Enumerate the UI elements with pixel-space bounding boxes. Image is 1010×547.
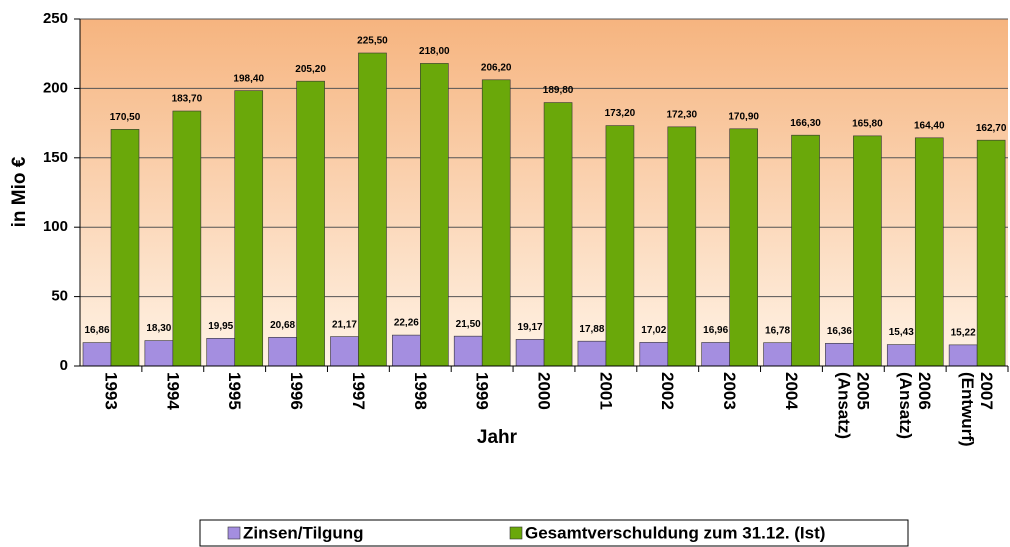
y-tick-label: 0: [60, 357, 68, 374]
bar: [234, 90, 264, 367]
bar: [144, 340, 174, 367]
bar: [729, 128, 758, 367]
bar: [110, 129, 140, 367]
bar: [358, 52, 387, 367]
value-label: 21,50: [456, 319, 481, 330]
legend-swatch: [509, 526, 523, 540]
bar: [577, 340, 607, 367]
value-label: 16,86: [84, 325, 109, 336]
y-tick-label: 200: [43, 79, 68, 96]
x-tick-label: 2001: [596, 372, 616, 410]
x-tick-label: 1997: [348, 372, 368, 410]
x-tick-label: 1998: [410, 372, 430, 410]
value-label: 18,30: [146, 323, 171, 334]
x-tick-label: 2002: [658, 372, 678, 410]
value-label: 164,40: [914, 120, 945, 131]
bar: [639, 342, 669, 367]
bar: [420, 63, 449, 367]
bar: [268, 336, 297, 367]
value-label: 19,17: [518, 322, 543, 333]
value-label: 16,36: [827, 326, 852, 337]
y-tick-label: 150: [43, 149, 68, 166]
bar: [605, 125, 635, 367]
value-label: 15,22: [951, 328, 976, 339]
value-label: 205,20: [295, 64, 326, 75]
value-label: 173,20: [605, 108, 636, 119]
x-tick-label: 2006 (Ansatz): [896, 372, 935, 440]
bar: [667, 126, 697, 367]
value-label: 172,30: [667, 109, 698, 120]
legend-swatch: [227, 526, 241, 540]
bar: [853, 135, 882, 367]
bar: [701, 342, 730, 367]
bar: [791, 134, 820, 367]
bar: [886, 344, 916, 367]
legend-label: Zinsen/Tilgung: [243, 523, 364, 542]
value-label: 19,95: [208, 321, 233, 332]
bar: [976, 139, 1006, 367]
bar: [330, 336, 359, 367]
value-label: 183,70: [172, 94, 203, 105]
value-label: 162,70: [976, 123, 1007, 134]
legend-label: Gesamtverschuldung zum 31.12. (Ist): [525, 523, 825, 542]
value-label: 170,50: [110, 112, 141, 123]
value-label: 225,50: [357, 36, 388, 47]
x-tick-label: 1993: [101, 372, 121, 410]
x-tick-label: 2005 (Ansatz): [834, 372, 873, 440]
x-tick-label: 1996: [287, 372, 307, 410]
bar: [825, 342, 854, 367]
bar: [82, 342, 112, 367]
y-tick-label: 50: [51, 288, 68, 305]
y-tick-label: 100: [43, 218, 68, 235]
bar: [914, 137, 944, 367]
bar: [948, 344, 978, 367]
x-tick-label: 1995: [225, 372, 245, 410]
x-tick-label: 1999: [472, 372, 492, 410]
bar: [543, 102, 573, 367]
bar: [172, 110, 202, 367]
x-tick-label: 2003: [720, 372, 740, 410]
legend-box: [199, 519, 909, 547]
value-label: 218,00: [419, 46, 450, 57]
bar: [453, 335, 483, 367]
value-label: 198,40: [233, 73, 264, 84]
y-tick-label: 250: [43, 10, 68, 27]
bar: [481, 79, 511, 367]
value-label: 206,20: [481, 62, 512, 73]
value-label: 16,96: [703, 325, 728, 336]
value-label: 17,88: [579, 324, 604, 335]
value-label: 17,02: [641, 325, 666, 336]
bar: [392, 334, 421, 367]
value-label: 170,90: [728, 111, 759, 122]
x-tick-label: 2004: [781, 372, 801, 410]
x-axis-title: Jahr: [477, 427, 518, 448]
value-label: 189,80: [543, 85, 574, 96]
x-tick-label: 2000: [534, 372, 554, 410]
x-tick-label: 2007 (Entwurf): [958, 372, 997, 447]
bar: [206, 338, 236, 367]
value-label: 16,78: [765, 325, 790, 336]
value-label: 20,68: [270, 320, 295, 331]
value-label: 21,17: [332, 319, 357, 330]
bar: [515, 339, 545, 367]
y-axis-title: in Mio €: [9, 156, 30, 227]
bar: [763, 342, 792, 367]
value-label: 166,30: [790, 118, 821, 129]
value-label: 22,26: [394, 318, 419, 329]
bar: [296, 80, 325, 367]
x-tick-label: 1994: [163, 372, 183, 410]
value-label: 15,43: [889, 327, 914, 338]
value-label: 165,80: [852, 119, 883, 130]
